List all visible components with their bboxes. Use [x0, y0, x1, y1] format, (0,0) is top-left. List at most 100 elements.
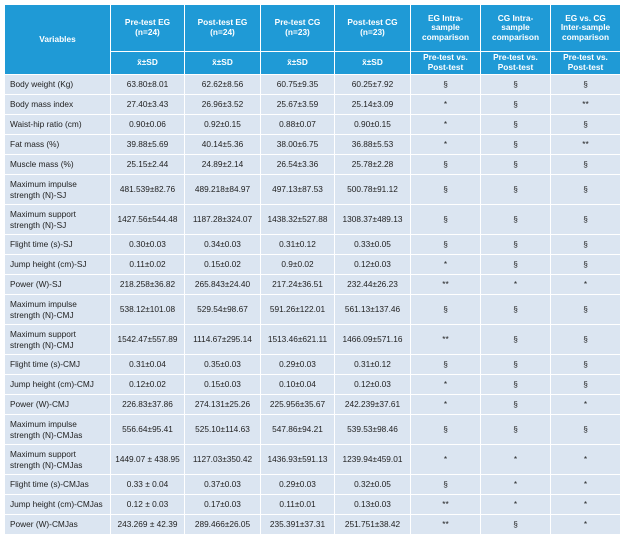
table-row: Power (W)-CMJ 226.83±37.86 274.131±25.26 22…	[4, 394, 621, 415]
table-row: Fat mass (%) 39.88±5.69 40.14±5.36 38.00±6.…	[4, 134, 621, 155]
table-cell: 0.29±0.03	[260, 354, 335, 375]
table-row: Power (W)-CMJas 243.269 ± 42.39 289.466±26…	[4, 514, 621, 535]
table-cell: 0.90±0.06	[110, 114, 185, 135]
table-cell: §	[550, 414, 621, 445]
table-row: Body mass index 27.40±3.43 26.96±3.52 25.67…	[4, 94, 621, 115]
table-cell: 0.11±0.01	[260, 494, 335, 515]
table-cell: 0.30±0.03	[110, 234, 185, 255]
table-header: Variables Pre-test EG (n=24) Post-test EG …	[4, 4, 621, 75]
table-cell: §	[480, 394, 551, 415]
column-subheader: x̄±SD	[184, 51, 261, 75]
table-cell: 274.131±25.26	[184, 394, 261, 415]
table-cell: 0.11±0.02	[110, 254, 185, 275]
table-cell: §	[480, 94, 551, 115]
variable-name: Fat mass (%)	[4, 134, 111, 155]
table-row: Muscle mass (%) 25.15±2.44 24.89±2.14 26.54…	[4, 154, 621, 175]
table-cell: §	[550, 374, 621, 395]
table-cell: 0.37±0.03	[184, 474, 261, 495]
table-cell: §	[550, 174, 621, 205]
table-cell: §	[480, 294, 551, 325]
table-cell: 25.14±3.09	[334, 94, 411, 115]
table-row: Maximum support strength (N)-SJ 1427.56±5…	[4, 204, 621, 235]
column-subheader: Pre-test vs. Post-test	[480, 51, 551, 75]
table-cell: 0.10±0.04	[260, 374, 335, 395]
table-cell: 0.32±0.05	[334, 474, 411, 495]
table-cell: 1187.28±324.07	[184, 204, 261, 235]
table-cell: 1427.56±544.48	[110, 204, 185, 235]
table-cell: §	[410, 294, 481, 325]
table-cell: 1127.03±350.42	[184, 444, 261, 475]
subheader-row: x̄±SD x̄±SD x̄±SD x̄±SD Pre-test vs. Post-te…	[5, 51, 621, 75]
table-cell: §	[480, 254, 551, 275]
table-row: Jump height (cm)-SJ 0.11±0.02 0.15±0.02 0.9…	[4, 254, 621, 275]
table-cell: 0.92±0.15	[184, 114, 261, 135]
table-cell: *	[410, 444, 481, 475]
table-cell: §	[410, 204, 481, 235]
variable-name: Power (W)-CMJ	[4, 394, 111, 415]
table-cell: 0.34±0.03	[184, 234, 261, 255]
table-cell: 243.269 ± 42.39	[110, 514, 185, 535]
table-cell: *	[480, 274, 551, 295]
table-cell: 538.12±101.08	[110, 294, 185, 325]
table-cell: 497.13±87.53	[260, 174, 335, 205]
table-cell: 539.53±98.46	[334, 414, 411, 445]
table-cell: 0.17±0.03	[184, 494, 261, 515]
table-row: Maximum support strength (N)-CMJ 1542.47±…	[4, 324, 621, 355]
table-row: Flight time (s)-SJ 0.30±0.03 0.34±0.03 0.31…	[4, 234, 621, 255]
table-cell: 547.86±94.21	[260, 414, 335, 445]
table-cell: 0.88±0.07	[260, 114, 335, 135]
table-cell: §	[410, 174, 481, 205]
table-cell: **	[410, 324, 481, 355]
table-cell: §	[550, 74, 621, 95]
table-cell: *	[550, 494, 621, 515]
table-cell: *	[550, 514, 621, 535]
table-cell: 0.15±0.02	[184, 254, 261, 275]
table-cell: 0.12±0.03	[334, 254, 411, 275]
table-cell: 1114.67±295.14	[184, 324, 261, 355]
table-cell: §	[480, 174, 551, 205]
table-cell: *	[410, 134, 481, 155]
variable-name: Flight time (s)-SJ	[4, 234, 111, 255]
table-cell: 1239.94±459.01	[334, 444, 411, 475]
table-row: Maximum impulse strength (N)-CMJ 538.12±1…	[4, 294, 621, 325]
table-cell: 62.62±8.56	[184, 74, 261, 95]
table-cell: §	[550, 154, 621, 175]
table-cell: **	[550, 134, 621, 155]
table-cell: 0.33±0.05	[334, 234, 411, 255]
table-cell: §	[480, 414, 551, 445]
variable-name: Maximum support strength (N)-SJ	[4, 204, 111, 235]
column-subheader: Pre-test vs. Post-test	[550, 51, 621, 75]
column-header: Post-test EG (n=24)	[184, 4, 261, 52]
table-cell: §	[550, 234, 621, 255]
column-header: EG vs. CG Inter-sample comparison	[550, 4, 621, 52]
table-cell: *	[410, 94, 481, 115]
table-cell: **	[410, 274, 481, 295]
table-cell: *	[410, 374, 481, 395]
table-cell: 1542.47±557.89	[110, 324, 185, 355]
table-cell: 36.88±5.53	[334, 134, 411, 155]
table-cell: 25.78±2.28	[334, 154, 411, 175]
table-row: Flight time (s)-CMJas 0.33 ± 0.04 0.37±0.0…	[4, 474, 621, 495]
table-cell: **	[550, 94, 621, 115]
table-cell: §	[550, 294, 621, 325]
table-cell: *	[550, 444, 621, 475]
table-cell: 1438.32±527.88	[260, 204, 335, 235]
table-cell: §	[480, 234, 551, 255]
table-cell: 556.64±95.41	[110, 414, 185, 445]
table-cell: 1436.93±591.13	[260, 444, 335, 475]
table-cell: 235.391±37.31	[260, 514, 335, 535]
table-cell: **	[410, 514, 481, 535]
table-cell: §	[480, 114, 551, 135]
table-cell: *	[550, 474, 621, 495]
table-cell: §	[550, 114, 621, 135]
table-row: Jump height (cm)-CMJas 0.12 ± 0.03 0.17±0.…	[4, 494, 621, 515]
table-cell: 217.24±36.51	[260, 274, 335, 295]
column-subheader: x̄±SD	[260, 51, 335, 75]
table-cell: 251.751±38.42	[334, 514, 411, 535]
table-cell: 0.31±0.12	[334, 354, 411, 375]
table-cell: 26.54±3.36	[260, 154, 335, 175]
table-cell: 39.88±5.69	[110, 134, 185, 155]
table-cell: §	[480, 514, 551, 535]
table-cell: §	[550, 354, 621, 375]
